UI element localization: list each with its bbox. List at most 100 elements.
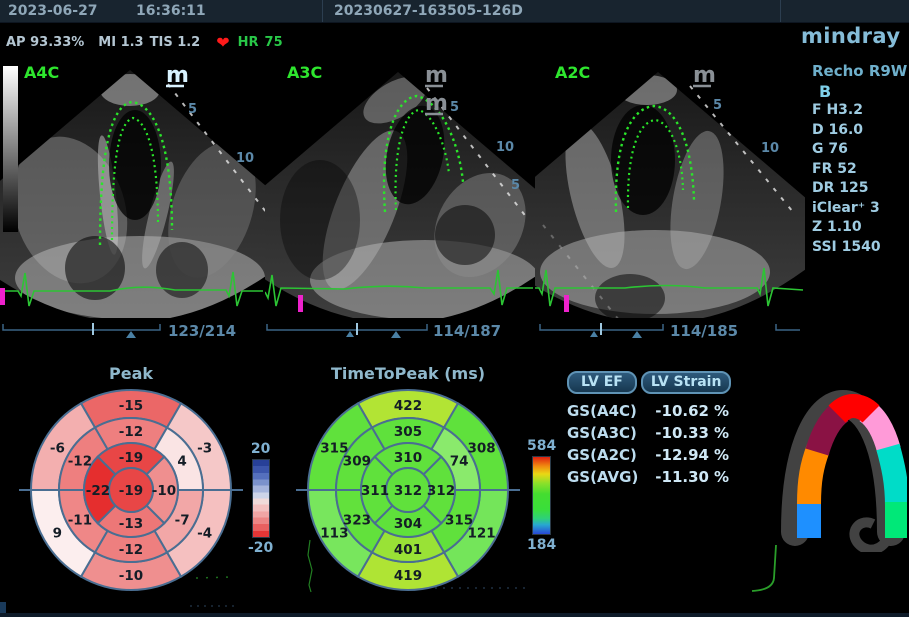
frame-counter: 114/187 [433,322,501,340]
cine-scrubber[interactable] [266,324,428,331]
bullseye-segment-value: -19 [119,483,143,499]
trace-remnants [190,539,777,607]
bullseye-segment-value: 310 [394,450,422,466]
mode-label: B [819,81,832,101]
colorbar-gradient [251,459,270,538]
result-value: -11.30 [655,468,709,486]
bullseye-segment-value: -19 [119,450,143,466]
bullseye-segment-value: 305 [394,424,422,440]
sweep-marker [298,295,303,312]
bullseye-segment-value: -4 [197,526,212,542]
param-item: Z 1.10 [812,219,862,235]
topbar-divider [780,0,781,22]
bullseye-segment-value: 312 [394,483,422,499]
bullseye-segment-value: 121 [468,526,496,542]
hr-label: HR [237,34,259,50]
bullseye-segment-value: 311 [361,483,389,499]
bullseye-segment-value: 113 [320,526,348,542]
view-label: A2C [555,63,590,82]
result-unit: % [713,468,729,486]
sweep-marker [0,288,5,305]
exam-id: 20230627-163505-126D [334,3,523,19]
view-panel-a2c[interactable]: A2C m 5 10 [535,60,805,318]
cine-scrubber[interactable] [775,324,800,331]
bullseye-segment-value: -10 [119,568,143,584]
cine-marker-triangle[interactable] [126,331,136,338]
peak-colorbar: 20 -20 [248,441,273,556]
exam-time: 16:36:11 [136,3,206,19]
strain-contour-endo [394,108,451,211]
view-panel-a3c[interactable]: A3C m m 5 10 5 [265,60,535,318]
mindray-watermark-icon: m [425,63,448,88]
trace-remnant [307,539,313,593]
mindray-watermark-icon: m [425,91,448,116]
tissue-echo [540,75,770,318]
colorbar-gradient [532,456,552,535]
result-value: -12.94 [655,446,709,464]
bullseye-segment-value: -7 [175,513,190,529]
depth-marker: 5 [450,100,459,115]
view-panel-a4c[interactable]: A4C m 5 10 [0,60,265,318]
param-item: F H3.2 [812,102,863,118]
bullseye-segment-value: 315 [320,441,348,457]
tab-lv-ef[interactable]: LV EF [567,371,637,394]
param-item: G 76 [812,141,848,157]
result-row: GS(A4C) -10.62 % [567,400,729,422]
bullseye-segment-value: 308 [468,441,496,457]
bullseye-segment-value: 422 [394,398,422,414]
cine-marker-triangle[interactable] [632,331,642,338]
chart-title-ttp: TimeToPeak (ms) [330,364,486,383]
mi-value: MI 1.3 [98,34,144,50]
strain-contour-endo [110,116,160,241]
cine-scrubber[interactable] [2,324,161,331]
bullseye-segment-value: -12 [119,542,143,558]
bullseye-segment-value: -11 [68,513,92,529]
bullseye-segment-value: 304 [394,516,422,532]
result-row: GS(A3C) -10.33 % [567,422,729,444]
depth-marker: 5 [511,178,520,193]
top-bar: 2023-06-27 16:36:11 20230627-163505-126D [0,0,909,23]
strain-results: GS(A4C) -10.62 % GS(A3C) -10.33 % GS(A2C… [567,400,742,488]
result-value: -10.62 [655,402,709,420]
probe-name: Recho R9W [812,62,908,80]
bullseye-segment-value: 4 [177,454,186,470]
imaging-params-panel: Recho R9W B F H3.2 D 16.0 G 76 FR 52 DR … [812,62,907,257]
trace-remnant [195,576,233,579]
segment-icon-shadow-tail [849,517,897,552]
param-item: SSI 1540 [812,238,881,255]
mindray-watermark-icon: m [693,63,716,88]
bullseye-segment-value: 309 [343,454,371,470]
bullseye-segment-value: -12 [68,454,92,470]
result-unit: % [713,424,729,442]
strain-contour-epi [614,104,696,213]
param-item: D 16.0 [812,121,864,138]
scan-line [426,87,528,219]
cine-marker-triangle[interactable] [391,331,401,338]
result-unit: % [713,402,729,420]
bullseye-segment-value: -12 [119,424,143,440]
cine-marker-triangle[interactable] [590,331,598,337]
ecg-trace [535,267,804,307]
cine-marker-triangle[interactable] [346,331,354,337]
ecg-trace [265,269,533,307]
result-row: GS(AVG) -11.30 % [567,466,729,488]
strain-contour-epi [382,94,465,213]
tissue-echo [280,76,535,318]
bullseye-segment-value: 312 [427,483,455,499]
depth-marker: 10 [236,151,254,166]
grayscale-bar [3,66,18,232]
bullseye-segment-value: 74 [450,454,469,470]
bullseye-segment-value: -10 [152,483,176,499]
edge-marker [0,602,6,614]
exam-date: 2023-06-27 [8,3,98,19]
bullseye-segment-value: 401 [394,542,422,558]
tab-lv-strain[interactable]: LV Strain [640,371,732,394]
depth-marker: 5 [188,102,197,117]
view-label: A3C [287,63,322,82]
segment-apex [828,393,880,423]
result-label: GS(A2C) [567,446,637,464]
result-unit: % [713,446,729,464]
frame-counter: 114/185 [670,322,738,340]
peak-bullseye-chart: -15-3-4-109-6-124-7-12-11-12 -19-10-13-22… [19,389,243,591]
